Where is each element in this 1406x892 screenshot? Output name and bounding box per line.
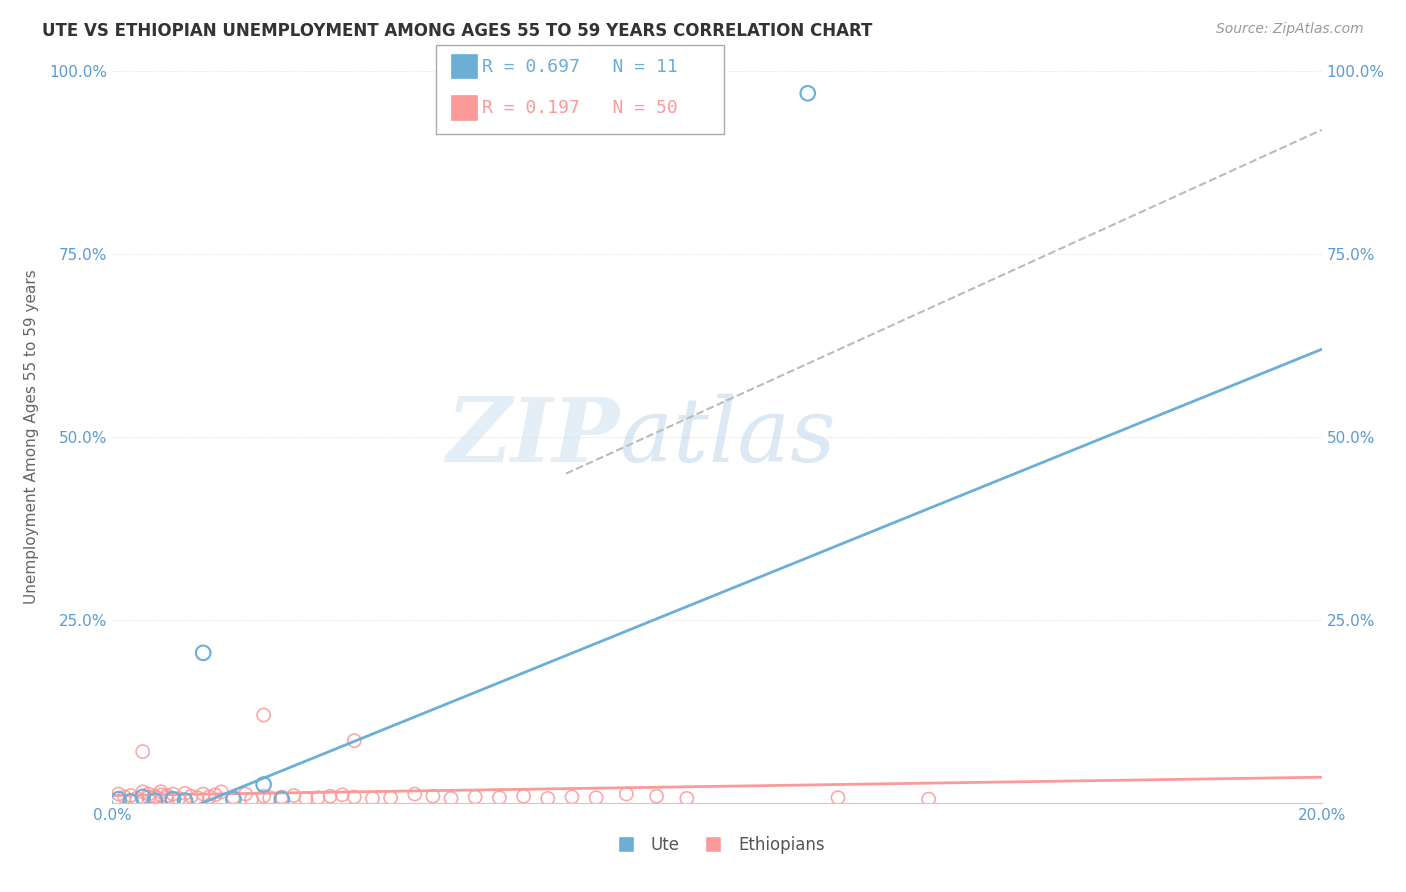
Point <box>186 790 208 805</box>
Point <box>191 646 214 660</box>
Point <box>253 778 276 792</box>
Point <box>107 792 129 806</box>
Point <box>404 787 426 801</box>
Point <box>156 790 179 805</box>
Point <box>143 794 166 808</box>
Point <box>422 789 444 804</box>
Text: R = 0.197   N = 50: R = 0.197 N = 50 <box>482 99 678 117</box>
Point <box>240 792 263 806</box>
Point <box>561 789 583 804</box>
Text: R = 0.697   N = 11: R = 0.697 N = 11 <box>482 58 678 76</box>
Point <box>343 733 366 747</box>
Point <box>132 785 155 799</box>
Text: atlas: atlas <box>620 393 837 481</box>
Point <box>616 787 638 801</box>
Point <box>174 786 197 800</box>
Point <box>149 788 172 802</box>
Point <box>283 789 305 803</box>
Point <box>191 787 214 801</box>
Point <box>537 791 560 805</box>
Point <box>295 791 318 805</box>
Point <box>270 789 292 804</box>
Point <box>270 792 292 806</box>
Point <box>827 790 849 805</box>
Point <box>107 787 129 801</box>
Text: ZIP: ZIP <box>447 394 620 480</box>
Point <box>114 789 136 804</box>
Point <box>235 787 257 801</box>
Point <box>209 785 232 799</box>
Point <box>162 787 184 801</box>
Point <box>138 789 160 804</box>
Point <box>132 789 155 804</box>
Point <box>380 790 402 805</box>
Point <box>918 792 941 806</box>
Point <box>204 788 226 802</box>
Point <box>156 789 179 803</box>
Point <box>675 791 697 805</box>
Point <box>120 794 142 808</box>
Point <box>464 789 486 804</box>
Point <box>796 87 818 101</box>
Point <box>253 708 276 723</box>
Point <box>512 789 534 804</box>
Point <box>319 789 342 804</box>
Point <box>585 790 607 805</box>
Text: Source: ZipAtlas.com: Source: ZipAtlas.com <box>1216 22 1364 37</box>
Point <box>143 790 166 805</box>
Point <box>125 791 148 805</box>
Text: UTE VS ETHIOPIAN UNEMPLOYMENT AMONG AGES 55 TO 59 YEARS CORRELATION CHART: UTE VS ETHIOPIAN UNEMPLOYMENT AMONG AGES… <box>42 22 873 40</box>
Point <box>180 789 202 804</box>
Point <box>222 792 245 806</box>
Point <box>167 791 190 805</box>
Y-axis label: Unemployment Among Ages 55 to 59 years: Unemployment Among Ages 55 to 59 years <box>24 269 38 605</box>
Point <box>645 789 668 804</box>
Point <box>143 789 166 804</box>
Point <box>198 789 221 804</box>
Point <box>488 790 510 805</box>
Point <box>330 788 353 802</box>
Point <box>307 790 329 805</box>
Point <box>222 789 245 804</box>
Point <box>138 787 160 801</box>
Point <box>253 789 276 804</box>
Point <box>440 791 463 805</box>
Point <box>149 785 172 799</box>
Point <box>132 745 155 759</box>
Legend: Ute, Ethiopians: Ute, Ethiopians <box>603 829 831 860</box>
Point <box>361 791 384 805</box>
Point <box>120 789 142 803</box>
Point <box>162 792 184 806</box>
Point <box>343 789 366 804</box>
Point <box>174 794 197 808</box>
Point <box>259 790 281 805</box>
